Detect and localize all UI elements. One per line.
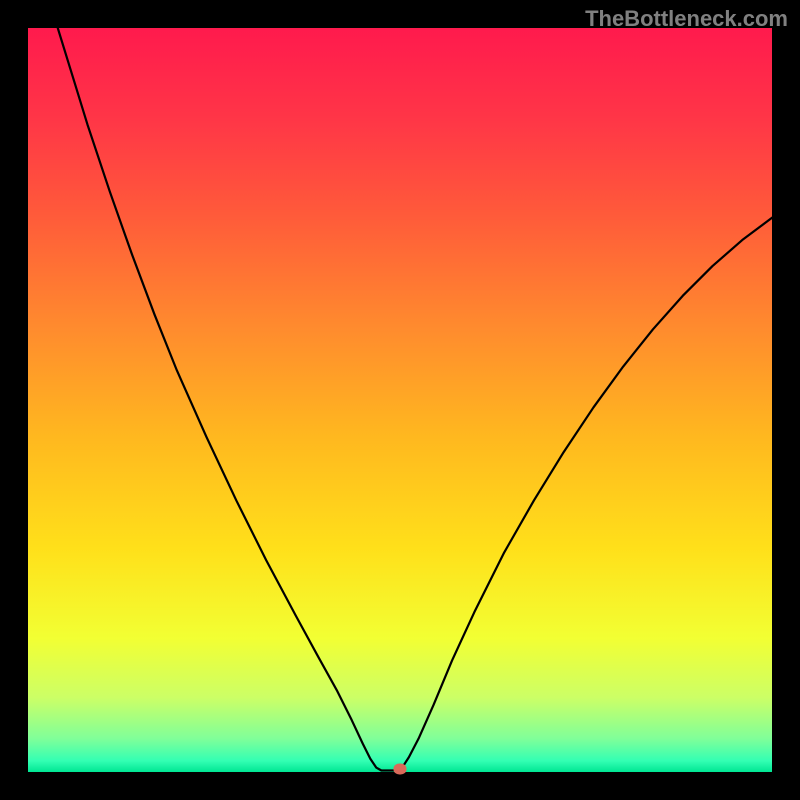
optimal-point-marker bbox=[394, 764, 407, 775]
plot-area bbox=[28, 28, 772, 772]
watermark-text: TheBottleneck.com bbox=[585, 6, 788, 32]
bottleneck-curve bbox=[28, 28, 772, 772]
